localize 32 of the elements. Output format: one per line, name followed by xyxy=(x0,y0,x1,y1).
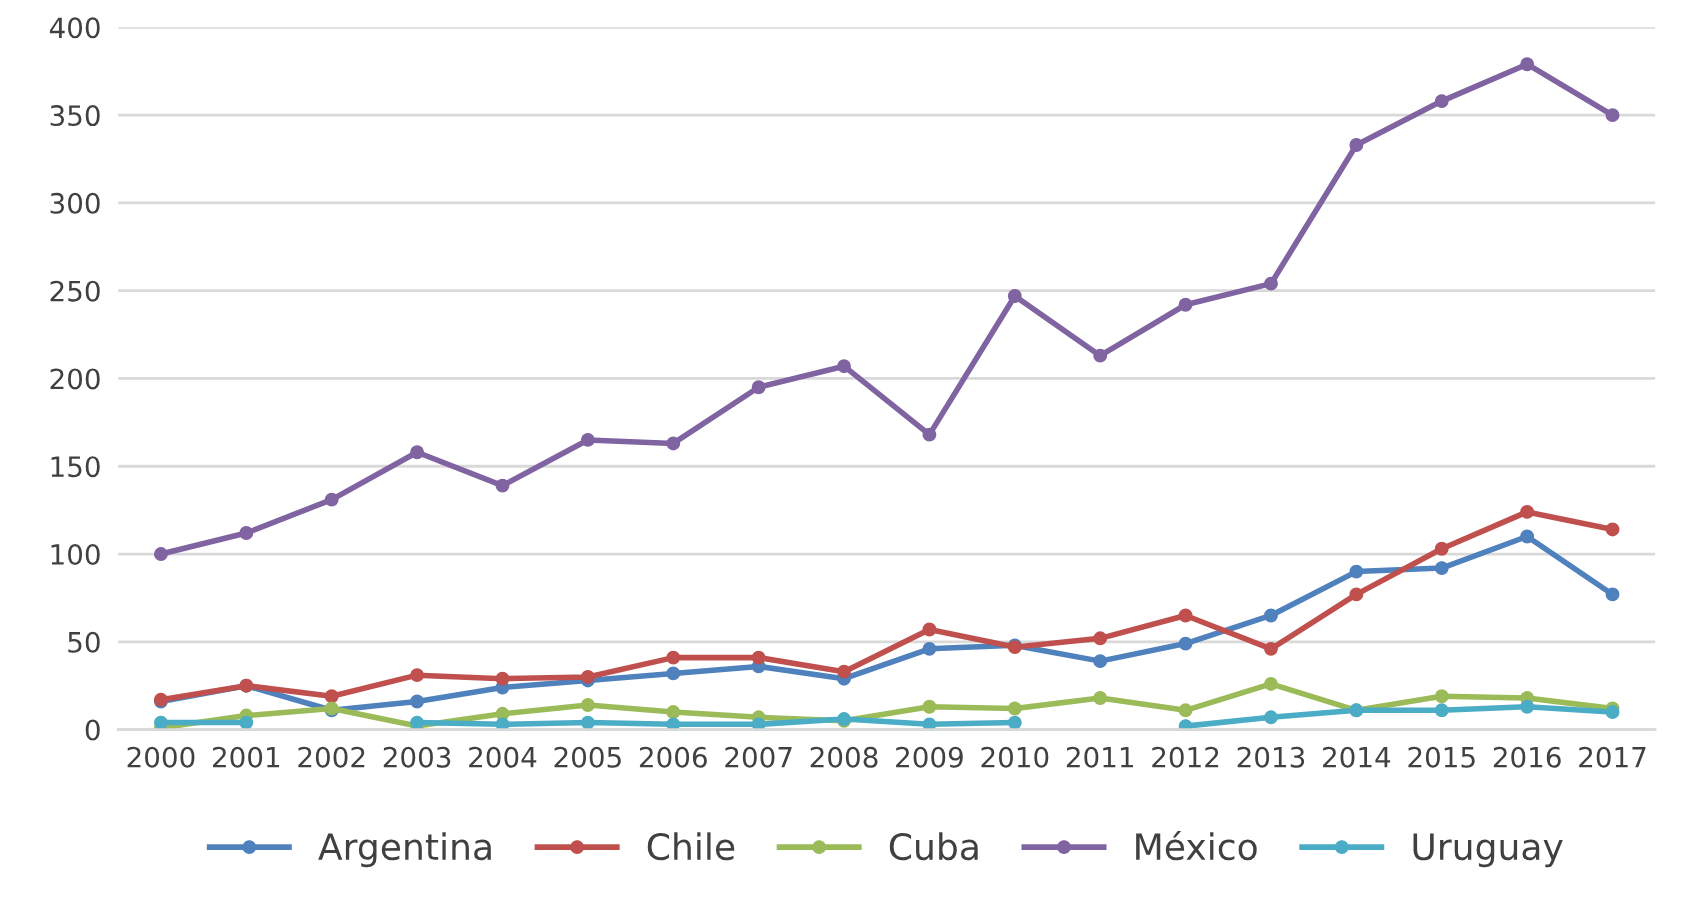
legend-label: Uruguay xyxy=(1413,833,1563,868)
y-tick-label: 400 xyxy=(49,17,100,39)
legend-label: Chile xyxy=(647,832,735,861)
y-tick-label: 300 xyxy=(50,192,100,214)
x-tick-label: 2009 xyxy=(896,746,963,768)
y-tick-label: 0 xyxy=(85,719,100,741)
x-tick-label: 2002 xyxy=(298,746,365,768)
y-tick-label: 350 xyxy=(50,105,100,127)
y-tick-label: 250 xyxy=(50,280,100,302)
x-tick-label: 2015 xyxy=(1408,746,1475,768)
legend-label: Cuba xyxy=(889,832,978,861)
y-tick-label: 50 xyxy=(68,631,100,653)
y-tick-label: 200 xyxy=(50,368,100,390)
x-tick-label: 2008 xyxy=(810,746,878,768)
x-tick-label: 2007 xyxy=(725,746,792,768)
x-tick-label: 2010 xyxy=(981,746,1049,768)
legend-label: México xyxy=(1136,830,1257,861)
x-tick-label: 2013 xyxy=(1237,746,1305,768)
x-tick-label: 2014 xyxy=(1323,746,1391,768)
x-tick-label: 2017 xyxy=(1579,746,1646,768)
x-tick-label: 2001 xyxy=(213,746,280,768)
x-tick-label: 2004 xyxy=(469,746,537,768)
x-tick-label: 2006 xyxy=(639,746,707,768)
x-tick-label: 2003 xyxy=(383,746,451,768)
x-tick-label: 2000 xyxy=(127,746,195,768)
legend-label: Argentina xyxy=(318,832,491,868)
x-tick-label: 2012 xyxy=(1152,746,1219,768)
y-tick-label: 150 xyxy=(51,456,100,478)
x-tick-label: 2016 xyxy=(1493,746,1561,768)
x-tick-label: 2011 xyxy=(1066,746,1133,768)
x-tick-label: 2005 xyxy=(554,746,621,768)
y-tick-label: 100 xyxy=(51,543,100,565)
